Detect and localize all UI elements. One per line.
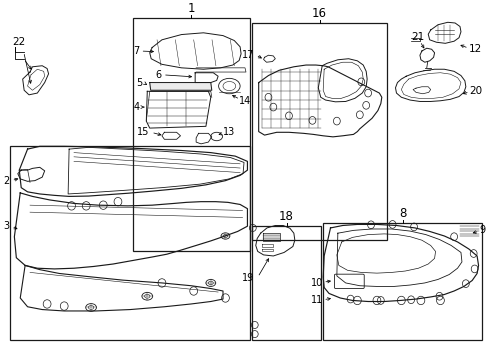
- Text: 11: 11: [311, 296, 323, 305]
- Text: 17: 17: [243, 50, 255, 59]
- Bar: [10, 145, 250, 340]
- Text: 15: 15: [137, 127, 150, 137]
- Text: 9: 9: [480, 225, 486, 235]
- Text: 22: 22: [13, 37, 26, 47]
- Text: 8: 8: [399, 207, 406, 220]
- Bar: [133, 18, 250, 251]
- Text: 16: 16: [312, 7, 327, 20]
- Text: 2: 2: [3, 176, 9, 186]
- Text: 6: 6: [156, 70, 162, 80]
- Text: 7: 7: [133, 46, 139, 56]
- Text: 10: 10: [311, 278, 323, 288]
- Text: 18: 18: [279, 210, 294, 224]
- Text: 21: 21: [411, 32, 424, 42]
- Text: 3: 3: [3, 221, 9, 231]
- Text: 5: 5: [136, 77, 143, 87]
- Text: 20: 20: [469, 86, 482, 96]
- Text: 12: 12: [469, 44, 482, 54]
- Text: 1: 1: [188, 2, 195, 15]
- Text: 4: 4: [134, 102, 140, 112]
- Polygon shape: [150, 82, 212, 90]
- Bar: [252, 226, 321, 340]
- Text: 19: 19: [242, 273, 254, 283]
- Bar: [252, 23, 387, 240]
- Text: 13: 13: [223, 127, 235, 137]
- Bar: [323, 223, 482, 340]
- Text: 14: 14: [239, 96, 251, 106]
